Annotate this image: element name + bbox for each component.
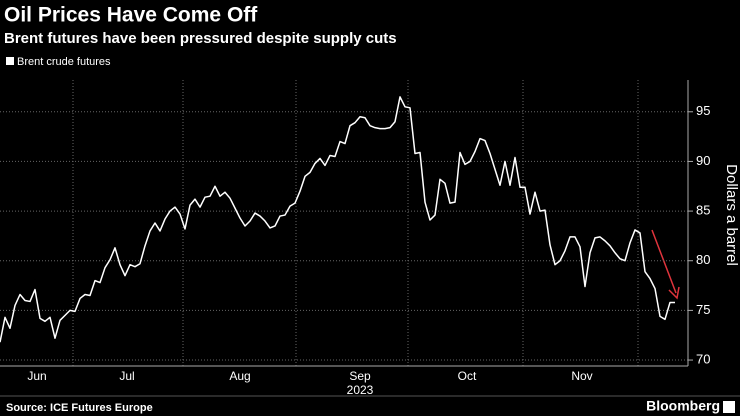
- y-tick-label: 85: [696, 203, 710, 218]
- legend-swatch: [6, 57, 14, 65]
- price-line: [0, 96, 675, 343]
- x-tick-label: Nov: [571, 369, 592, 383]
- annotation-arrowhead: [668, 286, 680, 300]
- chart-subtitle: Brent futures have been pressured despit…: [4, 30, 397, 47]
- x-tick-label: Aug: [229, 369, 250, 383]
- x-tick-label: Oct: [458, 369, 477, 383]
- annotation-arrow: [651, 229, 677, 294]
- brand: Bloomberg: [646, 398, 720, 414]
- y-tick-label: 75: [696, 302, 710, 317]
- y-tick-label: 80: [696, 252, 710, 267]
- legend-label: Brent crude futures: [17, 56, 111, 68]
- x-tick-label: Sep: [349, 369, 371, 383]
- chart-title: Oil Prices Have Come Off: [4, 4, 258, 27]
- y-tick-label: 95: [696, 103, 710, 118]
- x-tick-label: Jul: [119, 369, 134, 383]
- brand-icon: [723, 401, 735, 413]
- source: Source: ICE Futures Europe: [6, 402, 153, 414]
- x-year-label: 2023: [347, 383, 374, 397]
- x-tick-label: Jun: [27, 369, 46, 383]
- y-tick-label: 70: [696, 351, 710, 366]
- y-tick-label: 90: [696, 153, 710, 168]
- y-axis-label: Dollars a barrel: [723, 164, 740, 266]
